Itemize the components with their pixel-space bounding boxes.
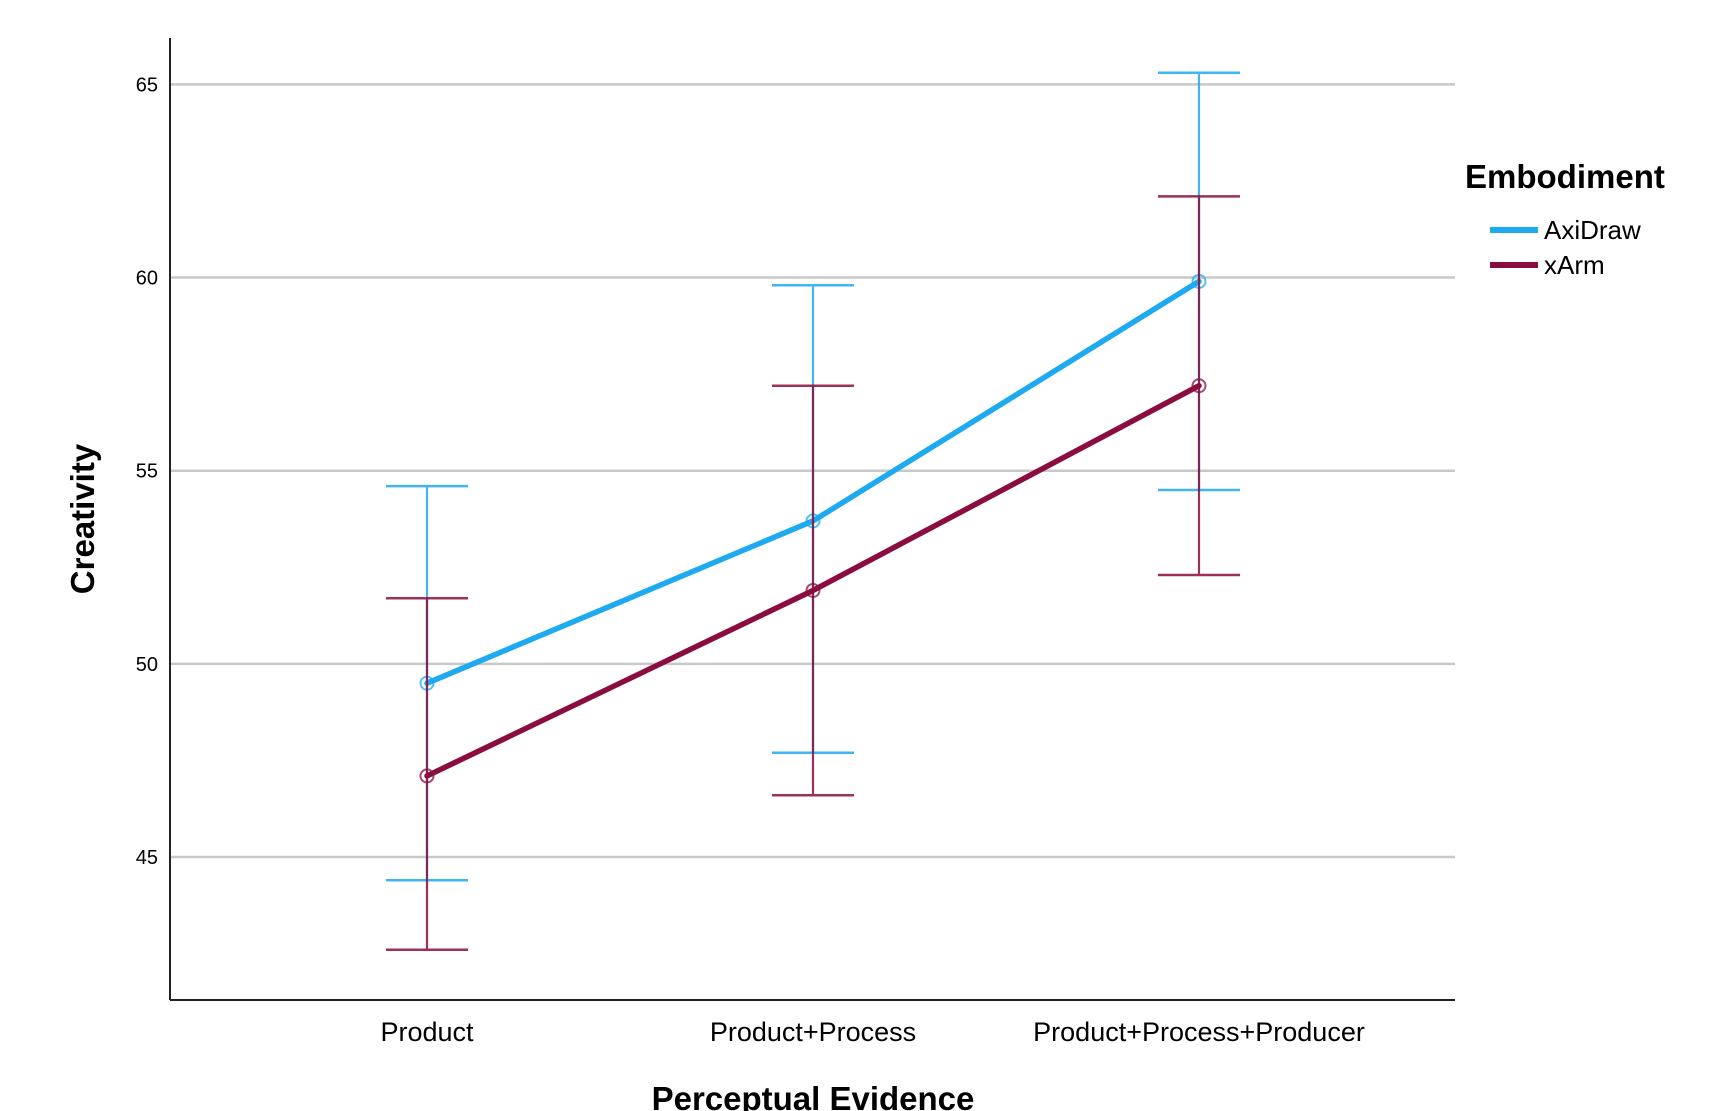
y-tick-label: 55 [136, 461, 158, 483]
y-tick-label: 65 [136, 74, 158, 96]
y-axis-title: Creativity [64, 443, 101, 594]
y-tick-label: 60 [136, 268, 158, 290]
axes [169, 38, 1455, 1001]
series-line [424, 382, 1202, 779]
x-axis-title: Perceptual Evidence [652, 1080, 975, 1111]
legend-item-AxiDraw: AxiDraw [1490, 215, 1641, 245]
x-tick-label: Product+Process [710, 1017, 916, 1047]
data-point [1191, 378, 1207, 394]
x-tick-labels: Product Product+Process Product+Process+Pr… [380, 1017, 1364, 1047]
y-tick-label: 45 [136, 847, 158, 869]
y-tick-label: 50 [136, 654, 158, 676]
series-layer [386, 71, 1240, 952]
legend-label: AxiDraw [1544, 215, 1641, 245]
series-xArm [386, 195, 1240, 952]
x-tick-label: Product+Process+Producer [1033, 1017, 1365, 1047]
y-tick-labels: 45 50 55 60 65 [136, 74, 158, 869]
data-point [419, 768, 435, 784]
data-point [805, 582, 821, 598]
legend: Embodiment AxiDraw xArm [1465, 158, 1665, 280]
legend-title: Embodiment [1465, 158, 1665, 195]
x-tick-label: Product [380, 1017, 474, 1047]
legend-item-xArm: xArm [1490, 250, 1605, 280]
legend-label: xArm [1544, 250, 1605, 280]
